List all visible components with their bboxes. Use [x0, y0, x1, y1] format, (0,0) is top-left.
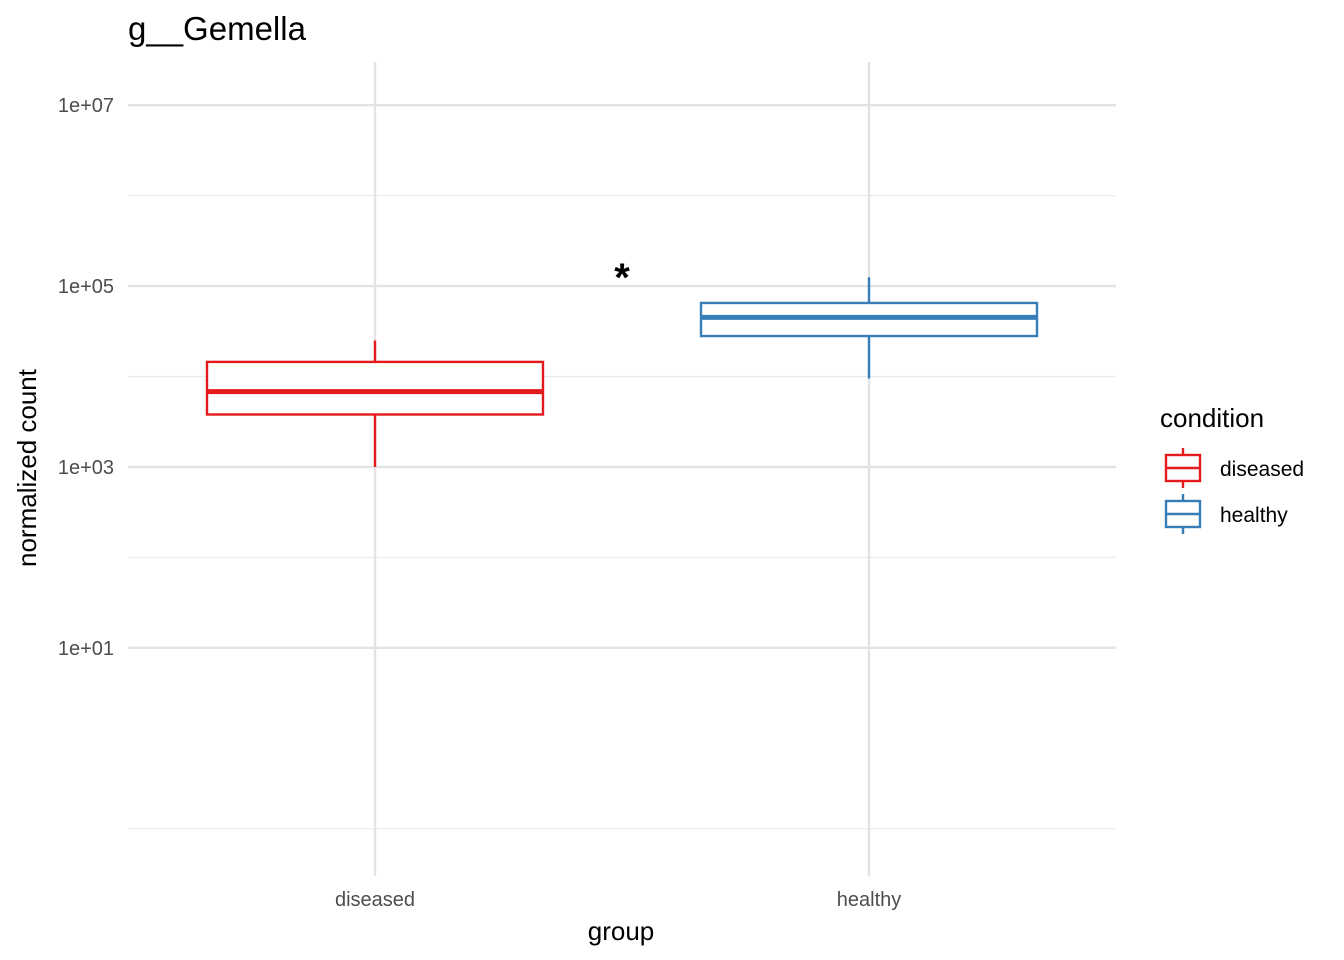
legend-label-healthy: healthy [1220, 504, 1288, 527]
x-tick-label-diseased: diseased [335, 889, 415, 911]
y-axis-title: normalized count [12, 368, 42, 567]
chart-title: g__Gemella [128, 10, 307, 47]
x-axis-title: group [588, 916, 655, 946]
iqr-box-diseased [205, 360, 545, 416]
significance-annotation-0: * [614, 256, 630, 300]
box-healthy [699, 277, 1039, 379]
legend-title: condition [1160, 403, 1264, 433]
legend-key-healthy [1164, 494, 1202, 534]
legend-label-diseased: diseased [1220, 458, 1304, 481]
text-layer: g__Gemella group normalized count condit… [12, 10, 1304, 946]
y-tick-label-3: 1e+07 [58, 95, 114, 117]
y-tick-label-1: 1e+03 [58, 457, 114, 479]
y-tick-label-0: 1e+01 [58, 638, 114, 660]
box-layer [205, 277, 1039, 467]
grid-layer [128, 62, 1116, 876]
box-diseased [205, 340, 545, 467]
x-tick-label-healthy: healthy [837, 889, 902, 911]
legend-keys [1164, 448, 1202, 534]
legend-key-diseased [1164, 448, 1202, 488]
y-tick-label-2: 1e+05 [58, 276, 114, 298]
